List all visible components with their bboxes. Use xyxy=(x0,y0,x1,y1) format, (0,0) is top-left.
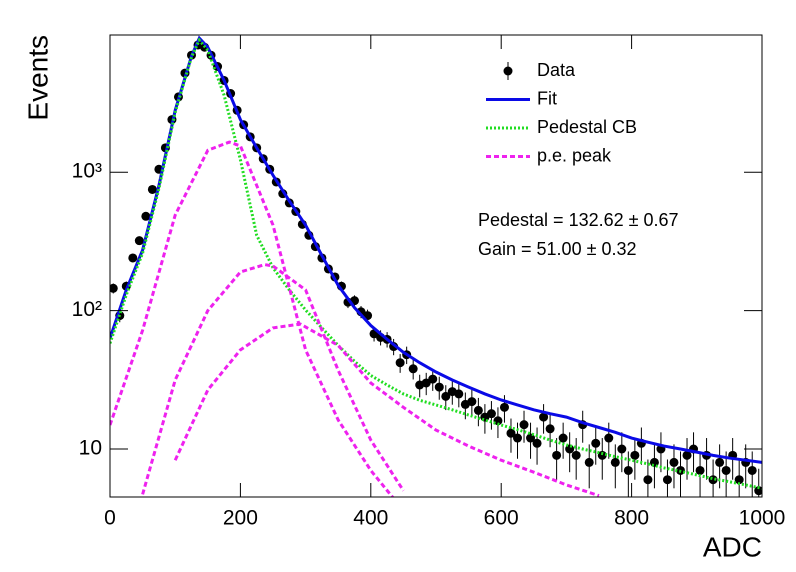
data-point xyxy=(499,402,509,412)
plot-area xyxy=(110,35,762,497)
y-tick-label: 10 xyxy=(79,437,102,460)
data-point xyxy=(669,457,679,467)
data-point xyxy=(134,236,144,246)
data-point xyxy=(467,397,477,407)
data-point xyxy=(493,416,503,426)
legend-label: p.e. peak xyxy=(537,145,612,165)
data-point xyxy=(747,465,757,475)
legend-symbol xyxy=(503,66,513,76)
x-tick-label: 1000 xyxy=(739,507,786,530)
legend: Data Fit Pedestal CB p.e. peak xyxy=(486,60,637,165)
data-point xyxy=(428,374,438,384)
data-point xyxy=(662,475,672,485)
frame xyxy=(109,34,763,498)
annotation: Pedestal = 132.62 ± 0.67 xyxy=(478,210,679,230)
y-axis-title: Events xyxy=(22,35,53,121)
legend-label: Fit xyxy=(537,88,557,108)
data-point xyxy=(486,409,496,419)
data-point xyxy=(584,457,594,467)
legend-label: Pedestal CB xyxy=(537,117,637,137)
data-point xyxy=(715,457,725,467)
data-point xyxy=(604,433,614,443)
fit-curve xyxy=(110,35,762,464)
x-axis-title: ADC xyxy=(703,531,762,562)
data-point xyxy=(552,450,562,460)
data-point xyxy=(147,184,157,194)
data-point xyxy=(597,450,607,460)
data-point xyxy=(610,457,620,467)
data-point xyxy=(623,465,633,475)
data-point xyxy=(630,450,640,460)
data-point xyxy=(441,391,451,401)
x-tick-label: 800 xyxy=(614,507,649,530)
data-point xyxy=(695,465,705,475)
y-tick-label: 10³ xyxy=(72,160,102,183)
data-point xyxy=(454,389,464,399)
data-point xyxy=(754,486,762,496)
data-point xyxy=(473,405,483,415)
data-point xyxy=(545,424,555,434)
data-point xyxy=(734,475,744,485)
data-point xyxy=(539,412,549,422)
data-point xyxy=(128,253,138,263)
data-point xyxy=(558,433,568,443)
data-point xyxy=(721,465,731,475)
x-tick-label: 400 xyxy=(353,507,388,530)
pe-peak-curve xyxy=(110,140,395,497)
data-point xyxy=(408,364,418,374)
data-point xyxy=(110,283,118,293)
y-tick-label: 10² xyxy=(72,298,102,321)
data-point xyxy=(395,358,405,368)
data-point xyxy=(532,438,542,448)
data-point xyxy=(141,211,151,221)
x-tick-label: 0 xyxy=(104,507,116,530)
data-point xyxy=(682,450,692,460)
data-point xyxy=(643,475,653,485)
data-point xyxy=(571,450,581,460)
data-point xyxy=(591,438,601,448)
data-point xyxy=(513,433,522,443)
annotation: Gain = 51.00 ± 0.32 xyxy=(478,239,637,259)
pe-peak-curve xyxy=(141,263,405,495)
data-point xyxy=(617,444,627,454)
legend-label: Data xyxy=(537,60,576,80)
data-point xyxy=(434,382,444,392)
x-tick-label: 600 xyxy=(484,507,519,530)
data-point xyxy=(506,428,516,438)
x-tick-label: 200 xyxy=(223,507,258,530)
data-point xyxy=(519,420,529,430)
data-point xyxy=(421,378,431,388)
